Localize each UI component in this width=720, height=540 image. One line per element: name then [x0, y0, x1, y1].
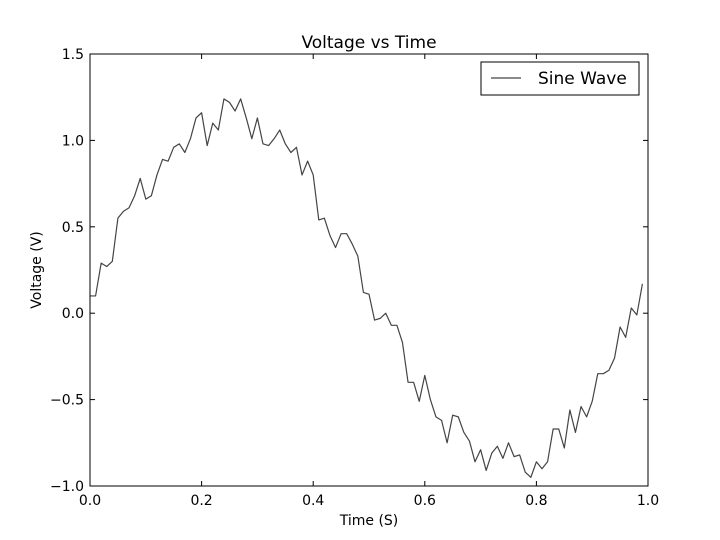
plot-frame: [89, 53, 649, 487]
x-tick-label: 1.0: [637, 493, 659, 509]
x-tick-label: 0.6: [414, 493, 436, 509]
x-tick-label: 0.4: [302, 493, 324, 509]
ticks-layer: 0.0 0.2 0.4 0.6 0.8 1.0 −1.0 −0.5 0.0 0.5 1.0 1.5: [50, 47, 659, 509]
chart-title: Voltage vs Time: [301, 33, 436, 53]
x-tick-label: 0.8: [525, 493, 547, 509]
x-tick-label: 0.2: [190, 493, 212, 509]
x-tick-label: 0.0: [79, 493, 101, 509]
y-tick-label: 1.0: [62, 133, 84, 149]
series-line-sine-wave: [90, 98, 644, 478]
y-tick-label: 1.5: [62, 47, 84, 63]
legend-label-sine-wave: Sine Wave: [538, 69, 627, 89]
y-tick-label: −0.5: [50, 393, 84, 409]
y-tick-label: 0.5: [62, 220, 84, 236]
y-tick-label: 0.0: [62, 306, 84, 322]
y-tick-label: −1.0: [50, 479, 84, 495]
legend: Sine Wave: [480, 61, 640, 96]
x-axis-label: Time (S): [339, 513, 399, 529]
y-axis-label: Voltage (V): [29, 231, 45, 308]
